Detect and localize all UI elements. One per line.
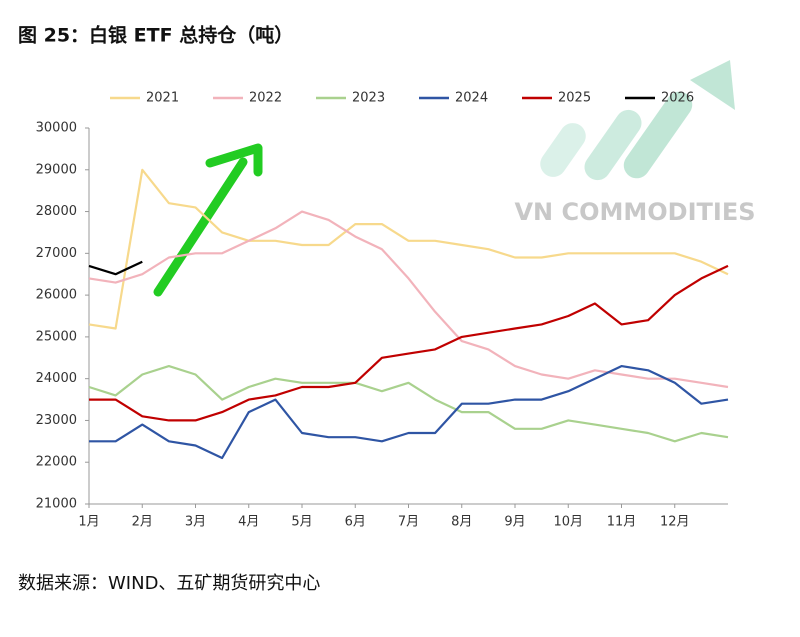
source-note: 数据来源：WIND、五矿期货研究中心 bbox=[18, 573, 320, 594]
trend-arrow bbox=[153, 143, 263, 297]
watermark-logo bbox=[540, 60, 735, 181]
y-tick-label: 22000 bbox=[36, 455, 77, 470]
x-tick-label: 5月 bbox=[291, 515, 312, 530]
x-tick-label: 2月 bbox=[132, 515, 153, 530]
series-line bbox=[89, 264, 729, 422]
y-tick-label: 23000 bbox=[36, 413, 77, 428]
x-tick-label: 3月 bbox=[185, 515, 206, 530]
x-tick-label: 10月 bbox=[553, 515, 583, 530]
legend-label: 2025 bbox=[558, 91, 591, 106]
x-tick-label: 12月 bbox=[660, 515, 690, 530]
y-tick-label: 27000 bbox=[36, 246, 77, 261]
y-tick-label: 30000 bbox=[36, 121, 77, 136]
watermark-text: VN COMMODITIES bbox=[514, 198, 755, 226]
x-tick-label: 8月 bbox=[451, 515, 472, 530]
x-tick-label: 9月 bbox=[504, 515, 525, 530]
series-line bbox=[88, 210, 729, 389]
y-tick-label: 24000 bbox=[36, 371, 77, 386]
x-tick-label: 4月 bbox=[238, 515, 259, 530]
x-tick-label: 1月 bbox=[78, 515, 99, 530]
chart-title: 图 25：白银 ETF 总持仓（吨） bbox=[18, 24, 293, 47]
x-tick-label: 6月 bbox=[345, 515, 366, 530]
series-line bbox=[88, 260, 143, 276]
x-tick-label: 11月 bbox=[607, 515, 637, 530]
y-tick-label: 28000 bbox=[36, 204, 77, 219]
series-line bbox=[88, 168, 729, 330]
legend-label: 2024 bbox=[455, 91, 488, 106]
legend-label: 2021 bbox=[146, 91, 179, 106]
legend-label: 2022 bbox=[249, 91, 282, 106]
series-line bbox=[89, 365, 729, 460]
y-tick-label: 21000 bbox=[36, 497, 77, 512]
x-tick-label: 7月 bbox=[398, 515, 419, 530]
legend-label: 2023 bbox=[352, 91, 385, 106]
legend-label: 2026 bbox=[661, 91, 694, 106]
y-tick-label: 29000 bbox=[36, 162, 77, 177]
y-tick-label: 25000 bbox=[36, 329, 77, 344]
y-tick-label: 26000 bbox=[36, 288, 77, 303]
series-line bbox=[88, 365, 729, 443]
